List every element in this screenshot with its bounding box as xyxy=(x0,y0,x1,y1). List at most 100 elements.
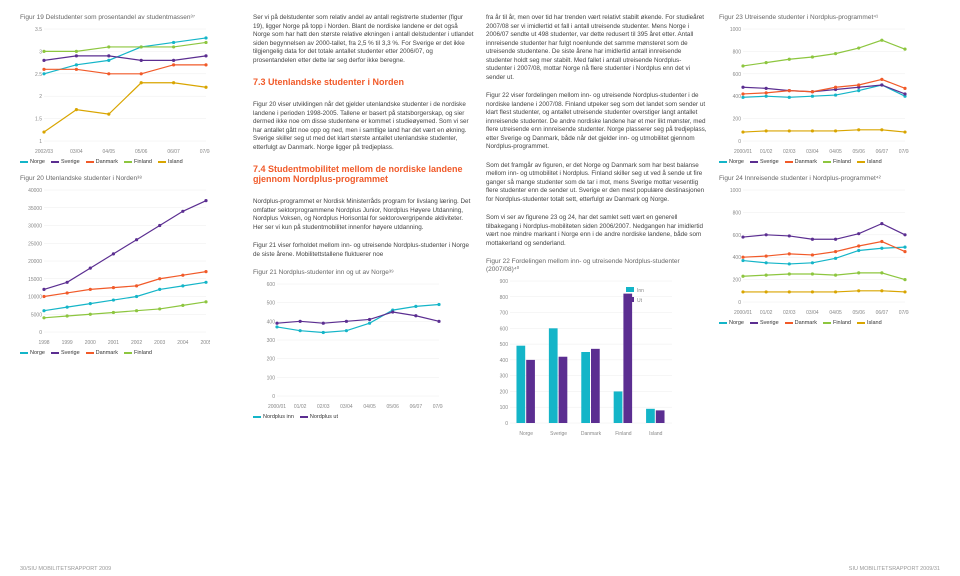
legend-item: Nordplus ut xyxy=(300,414,338,420)
svg-text:06/07: 06/07 xyxy=(410,404,423,410)
svg-text:2001: 2001 xyxy=(108,340,119,346)
svg-text:300: 300 xyxy=(267,338,276,344)
fig22: Figur 22 Fordelingen mellom inn- og utre… xyxy=(486,258,707,437)
svg-text:40000: 40000 xyxy=(28,188,42,194)
legend-item: Sverige xyxy=(51,350,80,356)
svg-text:3: 3 xyxy=(39,49,42,55)
text7: Som vi ser av figurene 23 og 24, har det… xyxy=(486,214,707,248)
svg-text:2003: 2003 xyxy=(154,340,165,346)
svg-text:Danmark: Danmark xyxy=(581,431,602,437)
legend-item: Danmark xyxy=(785,159,817,165)
svg-text:3.5: 3.5 xyxy=(35,27,42,33)
svg-text:500: 500 xyxy=(500,342,509,348)
fig23: Figur 23 Utreisende studenter i Nordplus… xyxy=(719,14,940,165)
svg-text:2000: 2000 xyxy=(85,340,96,346)
fig21: Figur 21 Nordplus-studenter inn og ut av… xyxy=(253,269,474,420)
fig22-chart: 0100200300400500600700800900NorgeSverige… xyxy=(486,277,707,437)
legend-item: Island xyxy=(158,159,183,165)
text2: Figur 20 viser utviklingen når det gjeld… xyxy=(253,101,474,152)
fig24-title: Figur 24 Innreisende studenter i Nordplu… xyxy=(719,175,940,182)
fig19-legend: NorgeSverigeDanmarkFinlandIsland xyxy=(20,159,241,165)
svg-text:2.5: 2.5 xyxy=(35,72,42,78)
svg-text:06/07: 06/07 xyxy=(876,149,889,155)
svg-text:04/05: 04/05 xyxy=(363,404,376,410)
column-2: Ser vi på delstudenter som relativ andel… xyxy=(253,14,474,437)
svg-text:400: 400 xyxy=(500,358,509,364)
svg-text:700: 700 xyxy=(500,311,509,317)
svg-text:Inn: Inn xyxy=(637,288,644,294)
fig23-chart: 020040060080010002000/0101/0202/0303/040… xyxy=(719,25,940,155)
svg-text:400: 400 xyxy=(733,94,742,100)
legend-item: Island xyxy=(857,320,882,326)
svg-text:03/04: 03/04 xyxy=(806,149,819,155)
svg-text:10000: 10000 xyxy=(28,295,42,301)
fig23-title: Figur 23 Utreisende studenter i Nordplus… xyxy=(719,14,940,21)
svg-text:5000: 5000 xyxy=(31,312,42,318)
svg-text:600: 600 xyxy=(733,233,742,239)
svg-text:1.5: 1.5 xyxy=(35,117,42,123)
svg-text:600: 600 xyxy=(500,326,509,332)
text1: Ser vi på delstudenter som relativ andel… xyxy=(253,14,474,65)
legend-item: Sverige xyxy=(750,320,779,326)
svg-text:07/08: 07/08 xyxy=(899,149,909,155)
svg-text:0: 0 xyxy=(738,139,741,145)
svg-text:800: 800 xyxy=(733,210,742,216)
svg-text:Island: Island xyxy=(649,431,663,437)
svg-text:01/02: 01/02 xyxy=(760,149,773,155)
svg-text:06/07: 06/07 xyxy=(876,310,889,316)
legend-item: Danmark xyxy=(785,320,817,326)
legend-item: Danmark xyxy=(86,350,118,356)
fig21-chart: 01002003004005006002000/0101/0202/0303/0… xyxy=(253,280,474,410)
column-4: Figur 23 Utreisende studenter i Nordplus… xyxy=(719,14,940,437)
svg-text:07/08: 07/08 xyxy=(899,310,909,316)
svg-text:07/08: 07/08 xyxy=(433,404,443,410)
svg-text:0: 0 xyxy=(505,421,508,427)
svg-text:400: 400 xyxy=(733,255,742,261)
text5: Figur 22 viser fordelingen mellom inn- o… xyxy=(486,92,707,152)
fig20-legend: Norge Sverige Danmark Finland xyxy=(20,350,241,356)
svg-text:04/05: 04/05 xyxy=(829,310,842,316)
svg-text:Ut: Ut xyxy=(637,298,643,304)
legend-item: Finland xyxy=(124,159,152,165)
text3b: Figur 21 viser forholdet mellom inn- og … xyxy=(253,242,474,259)
svg-text:07/08: 07/08 xyxy=(200,149,210,155)
svg-text:1000: 1000 xyxy=(730,27,741,33)
text3: Nordplus-programmet er Nordisk Ministerr… xyxy=(253,198,474,232)
svg-text:600: 600 xyxy=(267,282,276,288)
svg-text:100: 100 xyxy=(267,375,276,381)
footer-left: 30/SIU MOBILITETSRAPPORT 2009 xyxy=(20,566,111,572)
legend-item: Norge xyxy=(719,159,744,165)
heading-73: 7.3 Utenlandske studenter i Norden xyxy=(253,77,474,87)
fig24-legend: NorgeSverigeDanmarkFinlandIsland xyxy=(719,320,940,326)
svg-text:Norge: Norge xyxy=(519,431,533,437)
svg-text:25000: 25000 xyxy=(28,241,42,247)
svg-text:03/04: 03/04 xyxy=(340,404,353,410)
svg-text:2000/01: 2000/01 xyxy=(268,404,286,410)
fig20-title: Figur 20 Utenlandske studenter i Norden³… xyxy=(20,175,241,182)
svg-text:04/05: 04/05 xyxy=(103,149,116,155)
fig22-title: Figur 22 Fordelingen mellom inn- og utre… xyxy=(486,258,707,273)
svg-text:400: 400 xyxy=(267,319,276,325)
fig20-chart: 0500010000150002000025000300003500040000… xyxy=(20,186,241,346)
svg-text:2: 2 xyxy=(39,94,42,100)
svg-text:2000/01: 2000/01 xyxy=(734,149,752,155)
svg-text:2002: 2002 xyxy=(131,340,142,346)
svg-text:15000: 15000 xyxy=(28,277,42,283)
svg-text:800: 800 xyxy=(733,49,742,55)
svg-text:800: 800 xyxy=(500,295,509,301)
svg-text:900: 900 xyxy=(500,279,509,285)
legend-item: Finland xyxy=(124,350,152,356)
fig21-title: Figur 21 Nordplus-studenter inn og ut av… xyxy=(253,269,474,276)
fig20: Figur 20 Utenlandske studenter i Norden³… xyxy=(20,175,241,356)
svg-text:05/06: 05/06 xyxy=(852,310,865,316)
svg-text:04/05: 04/05 xyxy=(829,149,842,155)
legend-item: Norge xyxy=(20,350,45,356)
svg-text:0: 0 xyxy=(272,394,275,400)
svg-text:200: 200 xyxy=(733,117,742,123)
svg-text:03/04: 03/04 xyxy=(806,310,819,316)
fig19: Figur 19 Delstudenter som prosentandel a… xyxy=(20,14,241,165)
svg-text:200: 200 xyxy=(733,278,742,284)
svg-text:1998: 1998 xyxy=(38,340,49,346)
legend-item: Danmark xyxy=(86,159,118,165)
fig21-legend: Nordplus innNordplus ut xyxy=(253,414,474,420)
